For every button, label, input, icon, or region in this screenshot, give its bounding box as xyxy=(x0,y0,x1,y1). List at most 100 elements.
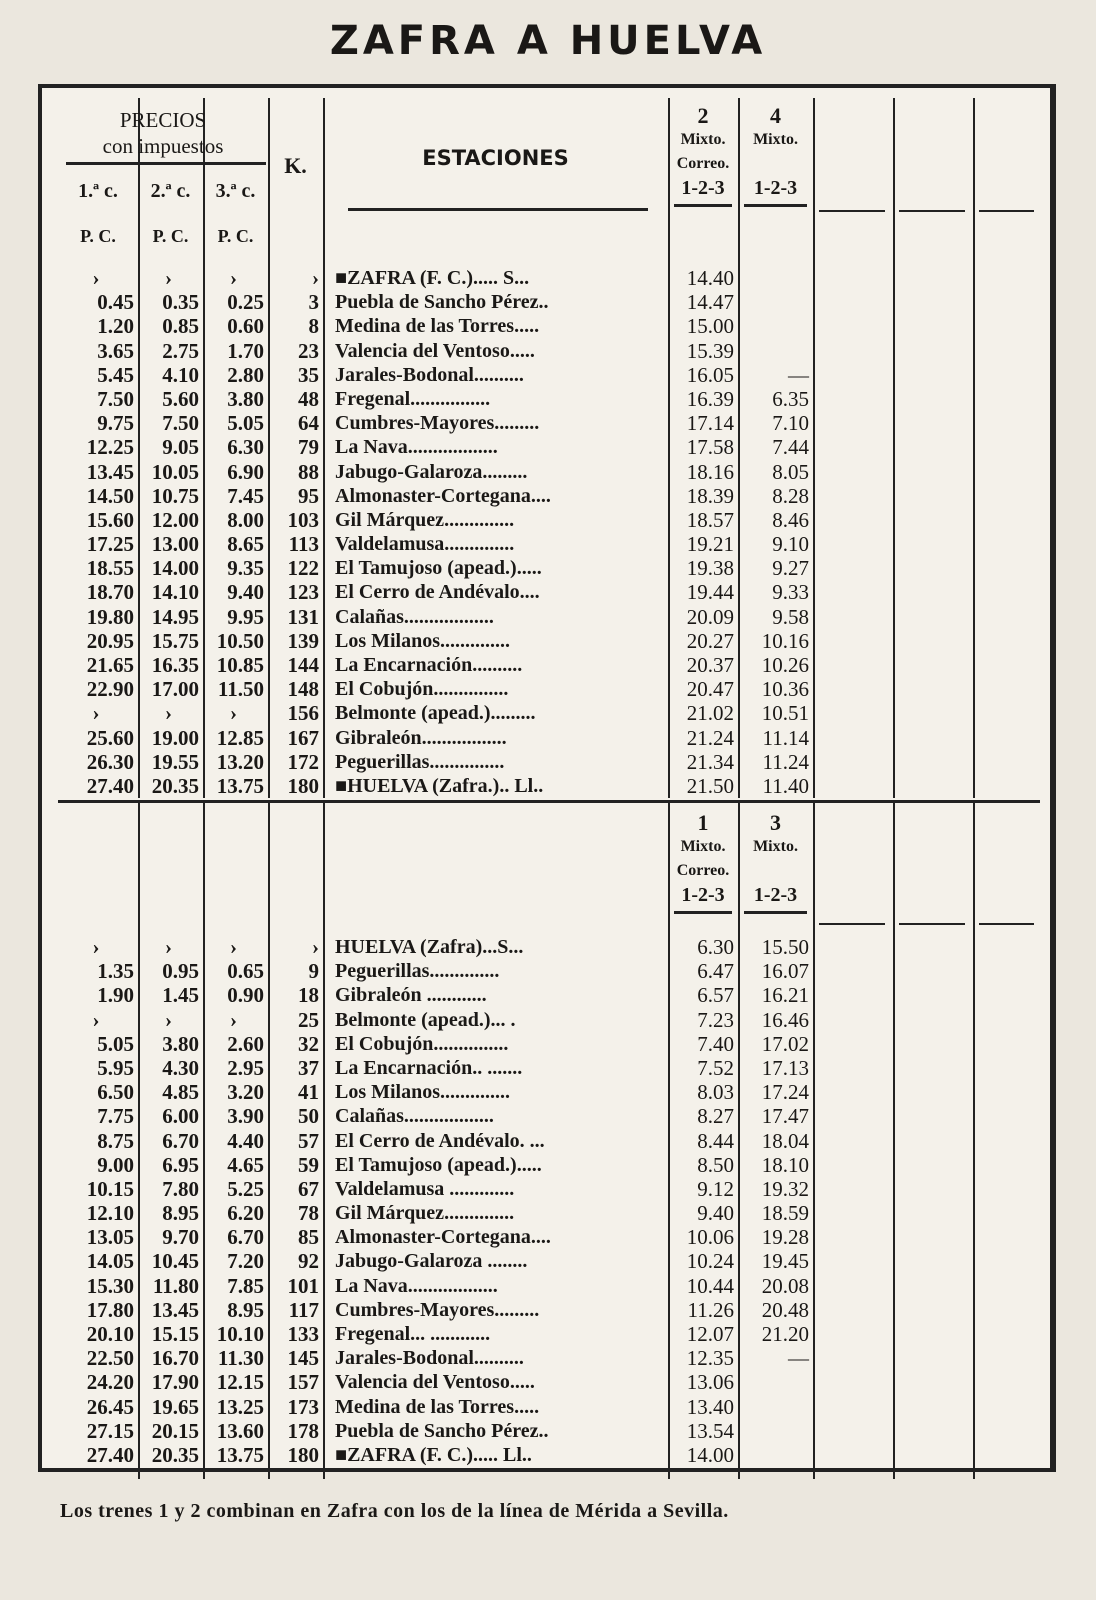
station-name: Los Milanos.............. xyxy=(335,1081,511,1104)
price-3rd-class: 2.95 xyxy=(227,1055,264,1080)
price-2nd-class: 7.50 xyxy=(162,411,199,436)
train-time: 17.02 xyxy=(761,1031,809,1056)
price-1st-class: 6.50 xyxy=(97,1080,134,1105)
train-time xyxy=(738,1395,813,1419)
train-time: 11.40 xyxy=(762,773,809,798)
price-1st-class: 12.25 xyxy=(86,435,134,460)
km: 35 xyxy=(298,362,319,387)
train-type: Mixto. xyxy=(680,131,726,148)
blank-cell xyxy=(893,532,973,556)
price-3rd-class: 13.75 xyxy=(216,773,264,798)
station-name: La Nava.................. xyxy=(335,436,498,459)
blank-cell xyxy=(893,935,973,959)
train-type: Mixto. xyxy=(680,838,726,855)
price-1st-class: 27.15 xyxy=(86,1418,134,1443)
train-time: 17.14 xyxy=(686,411,734,436)
train-time: 8.05 xyxy=(772,459,809,484)
blank-cell xyxy=(893,387,973,411)
train-time: 17.24 xyxy=(761,1080,809,1105)
blank-cell xyxy=(813,750,893,774)
price-3rd-class: 2.60 xyxy=(227,1031,264,1056)
blank-cell xyxy=(973,387,1040,411)
blank-cell xyxy=(813,1443,893,1467)
price-3rd-class: 5.05 xyxy=(227,411,264,436)
table-row: 17.80 13.45 8.95 117 Cumbres-Mayores........… xyxy=(58,1298,1040,1322)
blank-cell xyxy=(973,1104,1040,1128)
blank-cell xyxy=(893,629,973,653)
price-1st-class: 21.65 xyxy=(86,653,134,677)
price-2nd-class: 13.00 xyxy=(151,532,199,557)
price-3rd-class: 3.80 xyxy=(227,386,264,411)
price-3rd-class: 10.50 xyxy=(216,628,264,653)
timetable: PRECIOS con impuestos 1.ª c. 2.ª c. 3.ª … xyxy=(38,84,1056,1479)
train-classes: 1-2-3 xyxy=(753,177,798,199)
price-2nd-class: › xyxy=(165,701,172,726)
blank-cell xyxy=(893,1056,973,1080)
price-2nd-class: 6.70 xyxy=(162,1128,199,1153)
price-1st-class: 26.45 xyxy=(86,1394,134,1419)
price-3rd-class: › xyxy=(230,266,237,290)
blank-cell xyxy=(813,508,893,532)
blank-cell xyxy=(813,411,893,435)
blank-cell xyxy=(813,959,893,983)
blank-cell xyxy=(893,339,973,363)
price-1st-class: 20.10 xyxy=(86,1322,134,1346)
blank-cell xyxy=(893,1080,973,1104)
km: 133 xyxy=(287,1322,320,1346)
train-time: 21.50 xyxy=(686,773,734,798)
km: 101 xyxy=(287,1273,320,1298)
train-time xyxy=(738,290,813,314)
station-name: Fregenal................ xyxy=(335,387,491,410)
price-2nd-class: 16.70 xyxy=(151,1346,199,1371)
station-name: Gibraleón ............ xyxy=(335,984,487,1007)
table-row: 27.40 20.35 13.75 180 ■HUELVA (Zafra.).. Ll.… xyxy=(58,774,1040,798)
table-row: › › › › ■ZAFRA (F. C.)..... S... 14.40 xyxy=(58,266,1040,290)
blank-cell xyxy=(973,314,1040,338)
class2-label: 2.ª c. xyxy=(150,180,191,202)
station-name: El Cerro de Andévalo.... xyxy=(335,581,540,604)
station-name: Peguerillas.............. xyxy=(335,960,500,983)
blank-cell xyxy=(973,1056,1040,1080)
train-time: 9.40 xyxy=(697,1201,734,1226)
km: 50 xyxy=(298,1104,319,1129)
price-1st-class: 10.15 xyxy=(86,1176,134,1201)
blank-cell xyxy=(813,1080,893,1104)
price-2nd-class: 0.35 xyxy=(162,290,199,315)
km: 148 xyxy=(287,677,320,702)
train-time: 10.26 xyxy=(761,653,809,677)
blank-cell xyxy=(893,1419,973,1443)
blank-cell xyxy=(893,1443,973,1467)
blank-cell xyxy=(973,1225,1040,1249)
blank-cell xyxy=(893,1008,973,1032)
blank-cell xyxy=(893,508,973,532)
price-3rd-class: 10.10 xyxy=(216,1322,264,1346)
price-3rd-class: 4.65 xyxy=(227,1152,264,1177)
station-name: HUELVA (Zafra)...S... xyxy=(335,936,524,958)
price-2nd-class: 4.85 xyxy=(162,1080,199,1105)
table-row: 20.95 15.75 10.50 139 Los Milanos...........… xyxy=(58,629,1040,653)
footnote: Los trenes 1 y 2 combinan en Zafra con l… xyxy=(60,1500,729,1522)
price-2nd-class: 15.75 xyxy=(151,628,199,653)
price-3rd-class: 8.00 xyxy=(227,507,264,532)
price-3rd-class: 8.65 xyxy=(227,532,264,557)
station-name: Jabugo-Galaroza......... xyxy=(335,460,528,483)
train-time: 10.36 xyxy=(761,677,809,702)
price-2nd-class: 4.30 xyxy=(162,1055,199,1080)
km: 131 xyxy=(287,604,320,629)
km: 172 xyxy=(287,749,320,774)
blank-cell xyxy=(973,1274,1040,1298)
divider xyxy=(674,911,732,914)
train-time: 9.10 xyxy=(772,532,809,557)
station-name: Belmonte (apead.)......... xyxy=(335,702,536,725)
train-time: — xyxy=(788,362,809,387)
station-name: La Encarnación.......... xyxy=(335,654,523,676)
price-3rd-class: 0.25 xyxy=(227,290,264,315)
train-time: 10.51 xyxy=(761,701,809,726)
blank-cell xyxy=(813,1153,893,1177)
blank-cell xyxy=(813,1032,893,1056)
price-1st-class: › xyxy=(92,935,100,959)
train-time: 16.21 xyxy=(761,983,809,1008)
train-number: 4 xyxy=(770,103,781,128)
pc-label-2: P. C. xyxy=(152,226,189,246)
price-1st-class: › xyxy=(92,1007,100,1032)
